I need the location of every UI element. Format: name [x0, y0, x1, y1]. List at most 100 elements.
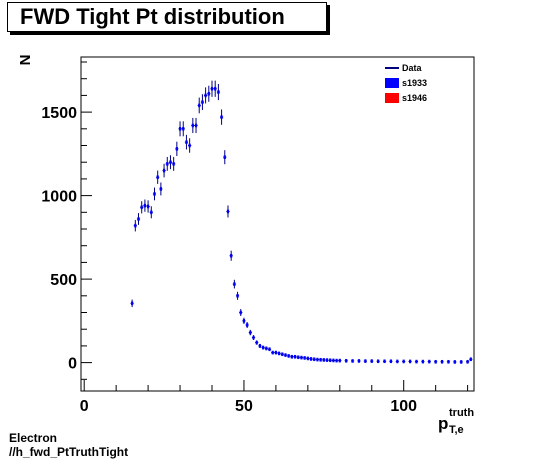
- x-axis-title-sub: T,e: [449, 424, 464, 436]
- data-point: [370, 359, 374, 363]
- data-point: [271, 350, 275, 355]
- data-point: [245, 322, 249, 329]
- data-point: [293, 354, 297, 359]
- data-point: [178, 121, 182, 137]
- data-point: [331, 358, 336, 363]
- data-point: [181, 121, 185, 137]
- data-point: [350, 359, 355, 363]
- x-tick-label: 50: [235, 398, 253, 415]
- x-tick-label: 100: [390, 398, 417, 415]
- data-point: [159, 182, 163, 196]
- data-point: [156, 170, 160, 184]
- data-point: [255, 340, 259, 345]
- data-point: [162, 163, 166, 178]
- data-point: [197, 97, 201, 114]
- legend-box-swatch: [385, 78, 399, 88]
- data-point: [283, 353, 288, 357]
- x-tick-label: 0: [80, 398, 89, 415]
- chart-title: FWD Tight Pt distribution: [7, 2, 327, 32]
- data-point: [408, 359, 412, 364]
- data-point: [274, 350, 278, 355]
- legend-label: s1933: [402, 78, 427, 88]
- data-point: [152, 187, 157, 201]
- data-point: [242, 317, 246, 325]
- data-point: [287, 354, 291, 358]
- data-point: [309, 357, 313, 361]
- data-point: [453, 360, 457, 364]
- data-point: [226, 205, 230, 218]
- data-point: [421, 359, 425, 364]
- data-point: [303, 356, 307, 360]
- data-point: [143, 199, 147, 212]
- legend-entry: s1946: [385, 93, 427, 103]
- data-point: [382, 359, 387, 364]
- data-point: [328, 358, 332, 363]
- data-point: [140, 201, 144, 214]
- data-point: [149, 206, 153, 219]
- footer-particle-label: Electron: [9, 431, 58, 445]
- data-point: [239, 309, 243, 316]
- data-point: [312, 357, 316, 362]
- data-point: [315, 357, 320, 362]
- data-point: [261, 345, 265, 350]
- data-point: [133, 219, 137, 232]
- data-point: [395, 359, 399, 364]
- data-point: [459, 360, 463, 364]
- data-point: [136, 213, 141, 225]
- data-point: [319, 357, 323, 362]
- x-axis-title: p: [438, 414, 448, 433]
- data-point: [434, 359, 438, 364]
- data-point: [357, 359, 361, 363]
- plot-frame: [80, 56, 475, 392]
- data-point: [194, 117, 198, 134]
- data-point: [188, 138, 192, 153]
- data-point: [216, 84, 220, 101]
- data-point: [414, 359, 419, 364]
- y-tick-label: 0: [68, 356, 77, 373]
- data-point: [191, 117, 195, 134]
- data-point: [469, 357, 473, 362]
- data-point: [389, 359, 393, 364]
- data-point: [402, 359, 406, 364]
- data-point: [223, 150, 227, 165]
- x-axis-title-main: p: [438, 414, 448, 433]
- data-point: [207, 85, 211, 102]
- data-point: [299, 355, 304, 360]
- data-point: [440, 359, 444, 364]
- legend-entry: s1933: [385, 78, 427, 88]
- legend-entry: Data: [385, 63, 423, 73]
- data-point: [290, 354, 294, 359]
- legend: Data s1933 s1946: [385, 63, 427, 103]
- footer-histogram-path: //h_fwd_PtTruthTight: [9, 445, 129, 459]
- data-point: [280, 352, 284, 357]
- data-point: [335, 358, 339, 363]
- data-point: [184, 134, 189, 150]
- data-point: [172, 156, 176, 171]
- data-point: [251, 335, 256, 341]
- data-point: [175, 141, 179, 157]
- x-axis-title-sup: truth: [449, 407, 474, 419]
- legend-label: Data: [402, 63, 423, 73]
- y-tick-label: 1500: [41, 105, 77, 122]
- data-point: [466, 359, 470, 364]
- data-point: [427, 359, 431, 364]
- y-axis-title: N: [17, 55, 34, 66]
- data-point: [325, 358, 329, 362]
- data-point: [229, 250, 233, 261]
- data-point: [344, 358, 348, 363]
- data-point: [258, 343, 262, 348]
- data-point: [446, 359, 451, 364]
- data-point: [165, 156, 169, 171]
- data-point: [204, 87, 208, 104]
- data-point: [277, 351, 281, 356]
- data-point: [322, 358, 326, 362]
- data-point: [213, 80, 217, 97]
- y-tick-label: 1000: [41, 189, 77, 206]
- legend-box-swatch: [385, 93, 399, 103]
- data-point: [306, 356, 310, 361]
- data-point: [146, 200, 150, 213]
- data-point: [210, 80, 214, 97]
- data-point: [219, 109, 224, 125]
- data-point: [232, 279, 236, 289]
